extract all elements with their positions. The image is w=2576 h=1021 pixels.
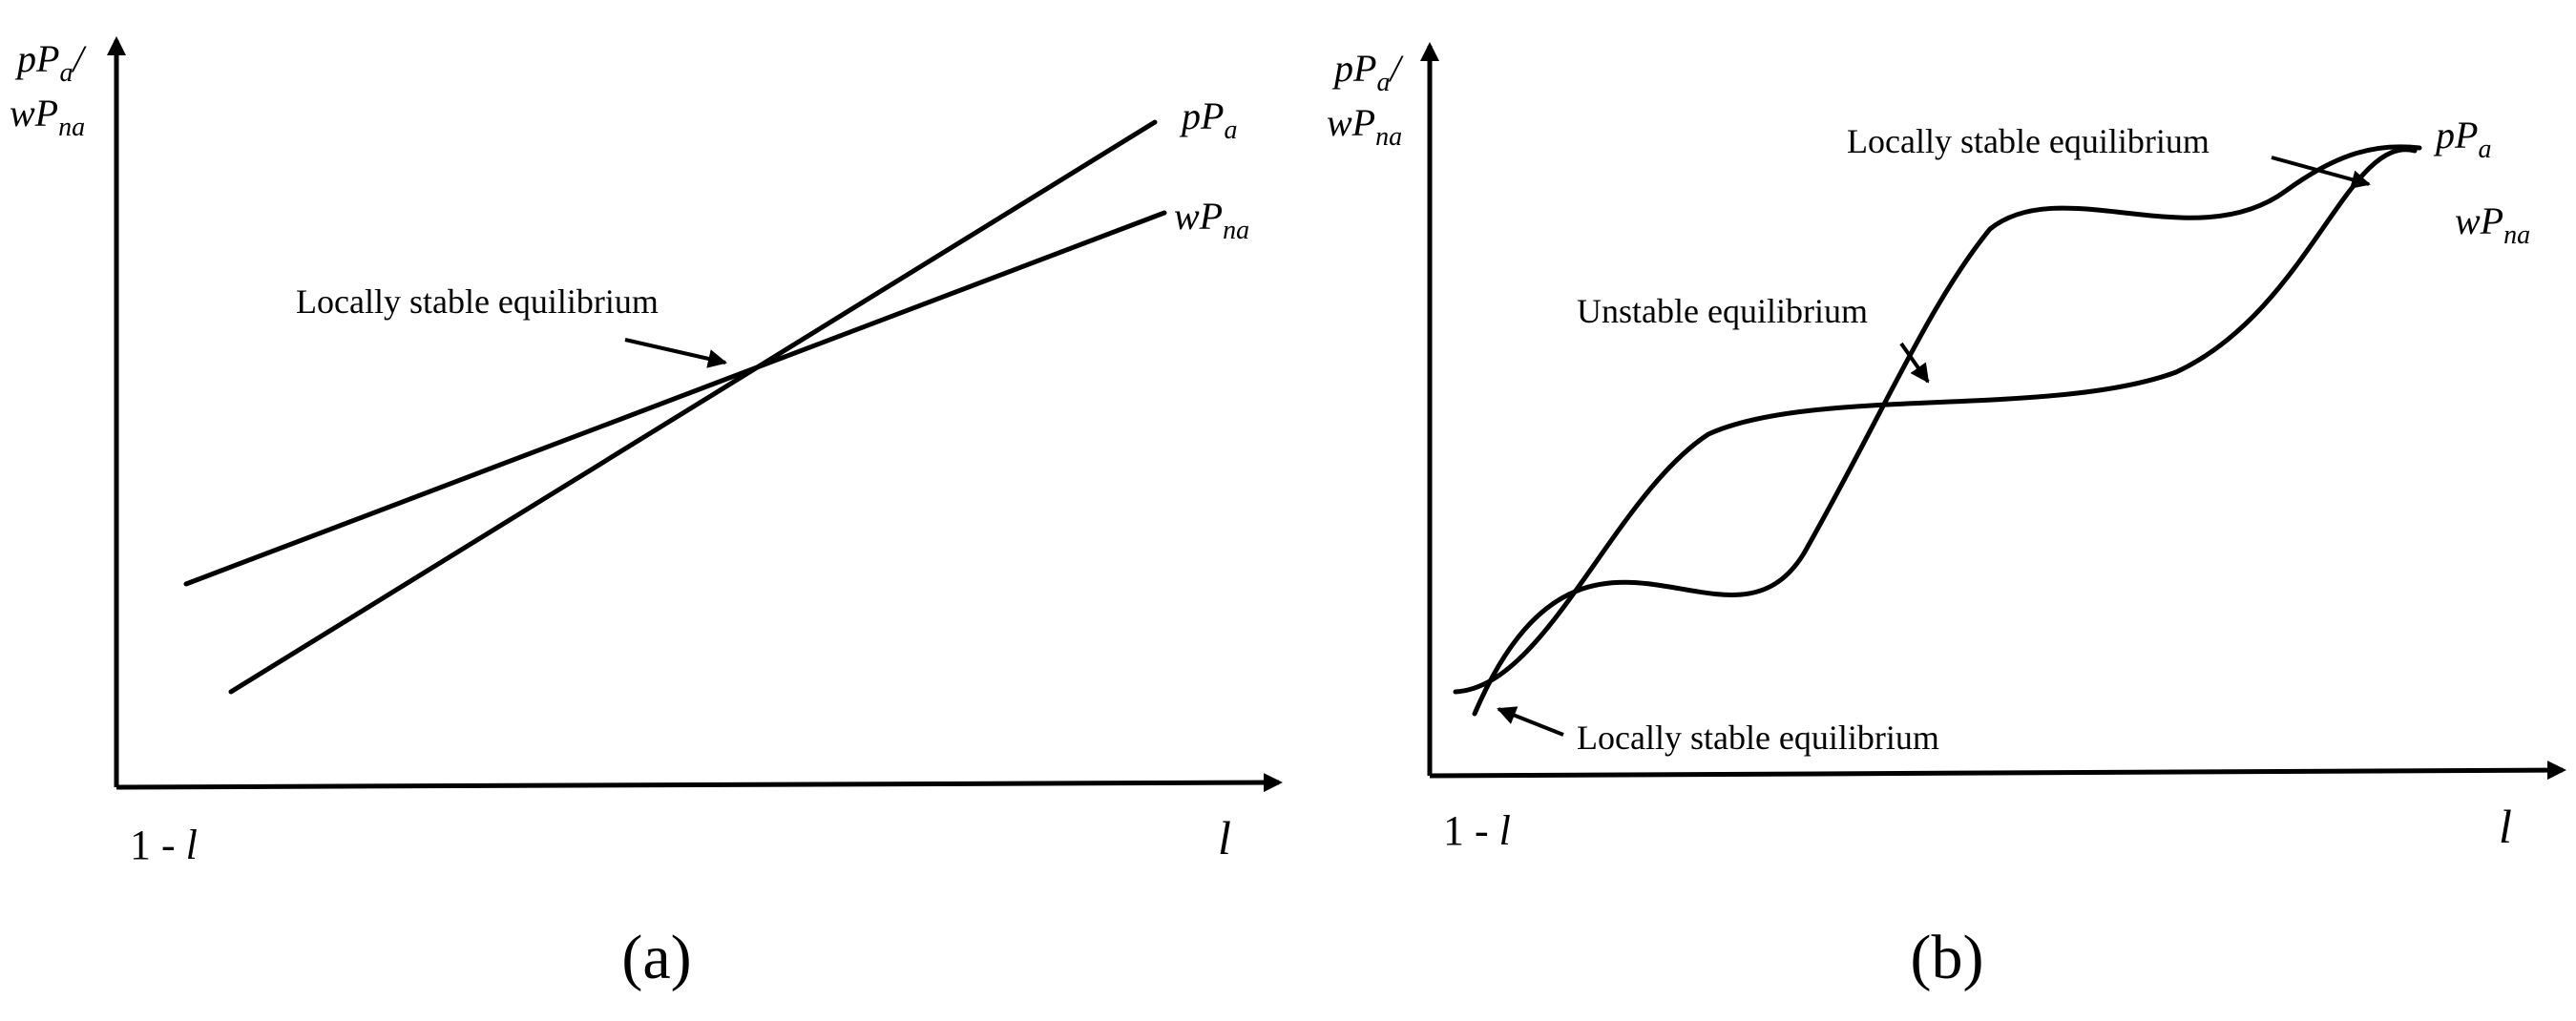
panel-b-annotation-unstable: Unstable equilibrium [1577,292,1868,330]
panel-a-curve-wPna [183,210,1167,587]
panel-a-curve-label-pPa: pPa [1179,94,1237,145]
panel-b-wPna-base: wP [2455,199,2503,242]
panel-b-annotation-pointer-top [2271,156,2371,189]
panel-a-y-label-sub-1: a [59,58,73,88]
panel-a: pPa/ wPna 1 - l l pPa wPna Locally stabl… [10,36,1283,992]
panel-b-origin-var: l [1499,807,1511,854]
panel-a-y-axis-label: pPa/ wPna [10,37,88,142]
panel-b-y-axis-label: pPa/ wPna [1327,47,1405,152]
panel-b-y-label-sub-2: na [1375,122,1402,152]
panel-a-curve-label-wPna: wPna [1174,195,1249,245]
panel-b-pPa-base: pP [2433,114,2478,156]
panel-b-x-axis [1429,761,2566,781]
panel-b-y-label-slash: / [1388,47,1404,90]
panel-a-x-end-label: l [1218,811,1231,865]
panel-a-wPna-base: wP [1174,195,1223,238]
panel-a-wPna-sub: na [1223,216,1249,245]
panel-a-x-origin-label: 1 - l [130,822,198,868]
panel-a-y-label-base-1: pP [14,37,59,80]
panel-a-pPa-base: pP [1179,94,1224,137]
panel-a-y-label-slash: / [71,37,87,80]
panel-b-annotation-pointer-bottom [1497,706,1564,737]
panel-b-x-origin-label: 1 - l [1443,807,1511,854]
panel-b: pPa/ wPna 1 - l l pPa wPna Locally stabl… [1327,42,2566,992]
panel-b-y-label-base-1: pP [1331,47,1376,90]
panel-b-annotation-pointer-unstable [1899,342,1930,384]
panel-a-annotation-pointer [624,338,727,368]
panel-a-y-label-sub-2: na [58,113,85,142]
panel-a-x-axis [115,773,1283,793]
panel-b-y-label-sub-1: a [1376,68,1390,97]
panel-b-curve-wPna [1453,147,2418,695]
panel-b-y-label-base-2: wP [1327,101,1375,144]
panel-b-caption: (b) [1911,923,1984,992]
panel-a-y-label-base-2: wP [10,92,58,135]
panel-b-annotation-stable-top: Locally stable equilibrium [1847,122,2209,160]
panel-b-origin-prefix: 1 - [1443,807,1499,854]
panel-b-curve-label-wPna: wPna [2455,199,2530,250]
panel-a-caption: (a) [621,923,691,992]
panel-b-x-end-label: l [2499,800,2512,853]
panel-b-pPa-sub: a [2478,135,2491,164]
panel-a-origin-var: l [186,822,198,868]
panel-a-annotation-stable: Locally stable equilibrium [296,282,659,321]
panel-b-wPna-sub: na [2503,220,2530,250]
panel-b-curve-label-pPa: pPa [2433,114,2491,164]
panel-a-curve-pPa [228,119,1158,695]
panel-b-curve-pPa [1472,144,2422,717]
panel-a-origin-prefix: 1 - [130,822,186,868]
panel-b-annotation-stable-bottom: Locally stable equilibrium [1577,719,1939,757]
panel-a-pPa-sub: a [1224,115,1237,145]
